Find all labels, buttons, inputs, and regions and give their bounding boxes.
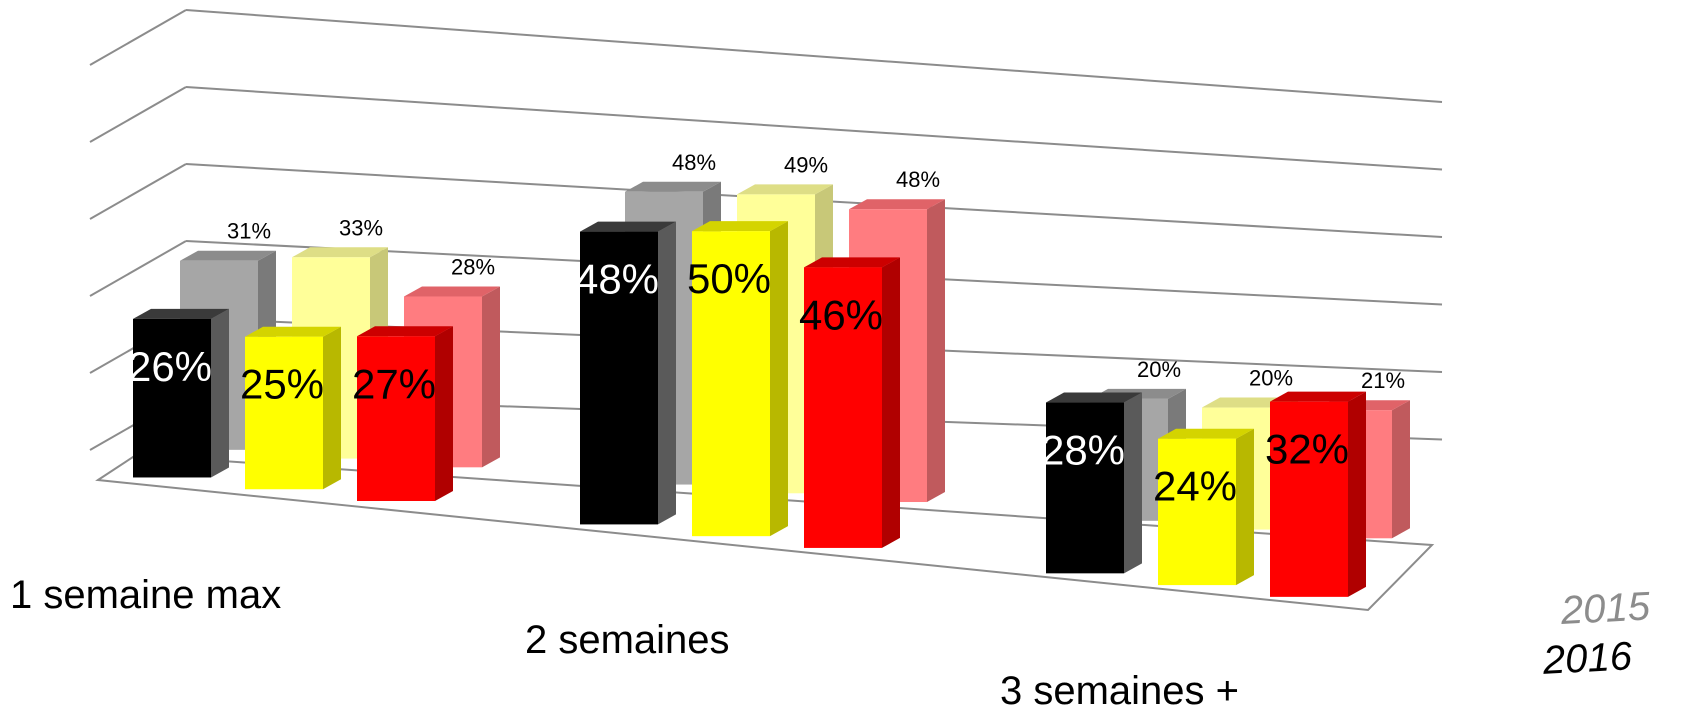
bar-top bbox=[245, 326, 341, 337]
depth-label-2015: 2015 bbox=[1559, 584, 1652, 633]
bar-2016-1-semaine-max-0 bbox=[133, 308, 229, 478]
gridline bbox=[185, 86, 1443, 171]
bar-2016-3-semaines--2 bbox=[1270, 391, 1366, 597]
bar-2016-3-semaines--1 bbox=[1158, 428, 1254, 586]
bar-2016-1-semaine-max-2 bbox=[357, 326, 453, 501]
gridline-side bbox=[89, 86, 187, 143]
data-label-2016: 24% bbox=[1153, 463, 1237, 510]
bar-top bbox=[180, 250, 276, 261]
bar-side bbox=[482, 286, 500, 468]
data-label-2016: 46% bbox=[799, 291, 883, 338]
bar-top bbox=[133, 308, 229, 319]
data-label-2015: 20% bbox=[1137, 357, 1181, 382]
category-label-1-semaine-max: 1 semaine max bbox=[10, 573, 281, 617]
bar-side bbox=[323, 326, 341, 490]
bar-face bbox=[357, 336, 435, 501]
bar-2016-1-semaine-max-1 bbox=[245, 326, 341, 490]
data-label-2015: 33% bbox=[339, 215, 383, 240]
floor-outline bbox=[95, 453, 1435, 612]
gridline-side bbox=[89, 163, 187, 220]
data-label-2015: 48% bbox=[672, 150, 716, 175]
bar-2016-2-semaines-1 bbox=[692, 221, 788, 537]
bar-face bbox=[1270, 401, 1348, 597]
bar-side bbox=[435, 326, 453, 501]
bar-top bbox=[1046, 392, 1142, 403]
bar-side bbox=[658, 221, 676, 525]
bar-top bbox=[292, 247, 388, 258]
bar-top bbox=[1270, 391, 1366, 402]
data-label-2016: 27% bbox=[352, 360, 436, 407]
bar-top bbox=[1158, 428, 1254, 439]
bar-2016-3-semaines--0 bbox=[1046, 392, 1142, 574]
bar-side bbox=[1392, 400, 1410, 539]
category-label-3-semaines-plus: 3 semaines + bbox=[1000, 669, 1239, 709]
bar-side bbox=[1236, 428, 1254, 586]
bar-side bbox=[1124, 392, 1142, 574]
data-label-2015: 21% bbox=[1361, 368, 1405, 393]
data-label-2015: 49% bbox=[784, 152, 828, 177]
data-label-2015: 31% bbox=[227, 219, 271, 244]
gridline-side bbox=[89, 9, 187, 66]
data-label-2016: 25% bbox=[240, 361, 324, 408]
bar-top bbox=[580, 221, 676, 232]
data-label-2016: 28% bbox=[1041, 427, 1125, 474]
bar-face bbox=[1158, 438, 1236, 586]
data-label-2016: 32% bbox=[1265, 426, 1349, 473]
bar-2016-2-semaines-2 bbox=[804, 257, 900, 548]
bar-side bbox=[882, 257, 900, 548]
bar-face bbox=[133, 318, 211, 478]
bar-2016-2-semaines-0 bbox=[580, 221, 676, 525]
bar-side bbox=[927, 199, 945, 503]
bars-2016 bbox=[133, 221, 1366, 597]
bar-top bbox=[804, 257, 900, 268]
data-label-2015: 48% bbox=[896, 167, 940, 192]
data-labels: 26% 48% 28% 25% 50% 24% 27% 46% 32% 31% 48% 20% 33% 4… bbox=[128, 150, 1405, 510]
data-label-2016: 50% bbox=[687, 255, 771, 302]
bar-top bbox=[357, 326, 453, 337]
bar-top bbox=[404, 286, 500, 297]
data-label-2015: 28% bbox=[451, 255, 495, 280]
bar-face bbox=[1046, 402, 1124, 574]
bar-side bbox=[1348, 391, 1366, 597]
category-label-2-semaines: 2 semaines bbox=[525, 618, 730, 662]
bar-face bbox=[692, 231, 770, 537]
gridline bbox=[185, 9, 1443, 103]
chart-floor bbox=[95, 453, 1435, 612]
bar-top bbox=[692, 221, 788, 232]
gridline-side bbox=[89, 240, 187, 297]
bar-top bbox=[737, 184, 833, 195]
depth-label-2016: 2016 bbox=[1541, 634, 1634, 683]
data-label-2016: 26% bbox=[128, 343, 212, 390]
data-label-2015: 20% bbox=[1249, 366, 1293, 391]
bar-face bbox=[580, 231, 658, 525]
bar-face bbox=[245, 336, 323, 490]
bar-side bbox=[770, 221, 788, 537]
bar-side bbox=[211, 308, 229, 478]
data-label-2016: 48% bbox=[575, 256, 659, 303]
bar-face bbox=[804, 267, 882, 548]
bar-top bbox=[849, 199, 945, 210]
bar-top bbox=[625, 181, 721, 192]
